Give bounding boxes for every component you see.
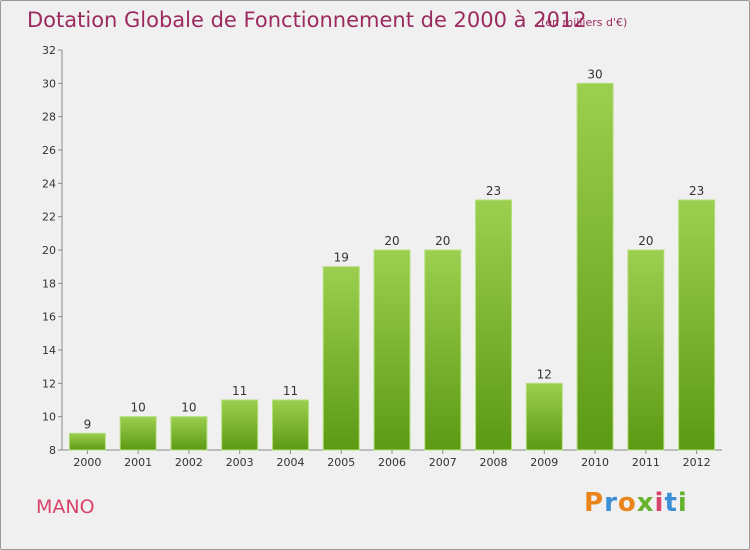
bar-2012 — [678, 199, 716, 451]
x-tick-label: 2003 — [226, 456, 254, 469]
logo-letter: x — [636, 488, 655, 518]
chart-subtitle: (en milliers d'€) — [541, 16, 628, 29]
bar-2002 — [170, 416, 208, 451]
x-tick-label: 2002 — [175, 456, 203, 469]
y-tick-label: 20 — [42, 244, 56, 257]
y-tick-label: 18 — [42, 277, 56, 290]
x-tick-label: 2004 — [276, 456, 304, 469]
logo-letter: P — [584, 488, 605, 518]
bar-2011 — [627, 249, 665, 451]
x-tick-label: 2001 — [124, 456, 152, 469]
proxiti-logo: Proxiti — [584, 488, 688, 518]
bars: 9 10 10 11 11 19 20 20 23 12 30 20 23 — [68, 67, 716, 451]
bar-value-label: 11 — [283, 384, 298, 398]
y-tick-label: 16 — [42, 311, 56, 324]
bar-value-label: 9 — [84, 417, 92, 431]
y-tick-label: 14 — [42, 344, 56, 357]
commune-name: MANO — [36, 496, 95, 518]
x-tick-label: 2008 — [480, 456, 508, 469]
logo-letter: t — [664, 488, 678, 518]
y-tick-label: 24 — [42, 177, 56, 190]
bar-value-label: 10 — [131, 401, 146, 415]
bar-2005 — [322, 266, 360, 451]
y-tick-label: 32 — [42, 44, 56, 57]
bar-value-label: 30 — [587, 67, 602, 81]
x-tick-label: 2006 — [378, 456, 406, 469]
bar-value-label: 19 — [334, 251, 349, 265]
bar-value-label: 23 — [689, 184, 704, 198]
x-tick-label: 2007 — [429, 456, 457, 469]
logo-letter: i — [654, 488, 665, 518]
y-tick-label: 12 — [42, 377, 56, 390]
y-tick-label: 30 — [42, 77, 56, 90]
bar-value-label: 20 — [435, 234, 450, 248]
logo-letter: r — [604, 488, 618, 518]
x-axis: 2000 2001 2002 2003 2004 2005 2006 2007 2008 2009… — [62, 449, 722, 469]
bar-2006 — [373, 249, 411, 451]
bar-2004 — [271, 399, 309, 451]
x-tick-label: 2009 — [530, 456, 558, 469]
bar-2001 — [119, 416, 157, 451]
bar-2000 — [68, 432, 106, 451]
bar-value-label: 20 — [638, 234, 653, 248]
bar-2009 — [525, 382, 563, 451]
y-tick-label: 8 — [49, 444, 56, 457]
bar-2008 — [475, 199, 513, 451]
chart-title: Dotation Globale de Fonctionnement de 20… — [27, 8, 587, 32]
bar-value-label: 12 — [537, 367, 552, 381]
y-tick-label: 28 — [42, 111, 56, 124]
logo-letter: o — [617, 488, 637, 518]
x-tick-label: 2012 — [683, 456, 711, 469]
x-tick-label: 2010 — [581, 456, 609, 469]
bar-value-label: 20 — [384, 234, 399, 248]
bar-value-label: 11 — [232, 384, 247, 398]
bar-value-label: 23 — [486, 184, 501, 198]
y-tick-label: 10 — [42, 411, 56, 424]
bar-value-label: 10 — [181, 401, 196, 415]
bar-2003 — [221, 399, 259, 451]
x-tick-label: 2011 — [632, 456, 660, 469]
y-axis: 8 10 12 14 16 18 20 22 24 26 28 30 32 — [42, 44, 63, 457]
y-tick-label: 22 — [42, 211, 56, 224]
y-tick-label: 26 — [42, 144, 56, 157]
bar-2010 — [576, 82, 614, 451]
x-tick-label: 2005 — [327, 456, 355, 469]
logo-letter: i — [677, 488, 688, 518]
x-tick-label: 2000 — [73, 456, 101, 469]
bar-2007 — [424, 249, 462, 451]
